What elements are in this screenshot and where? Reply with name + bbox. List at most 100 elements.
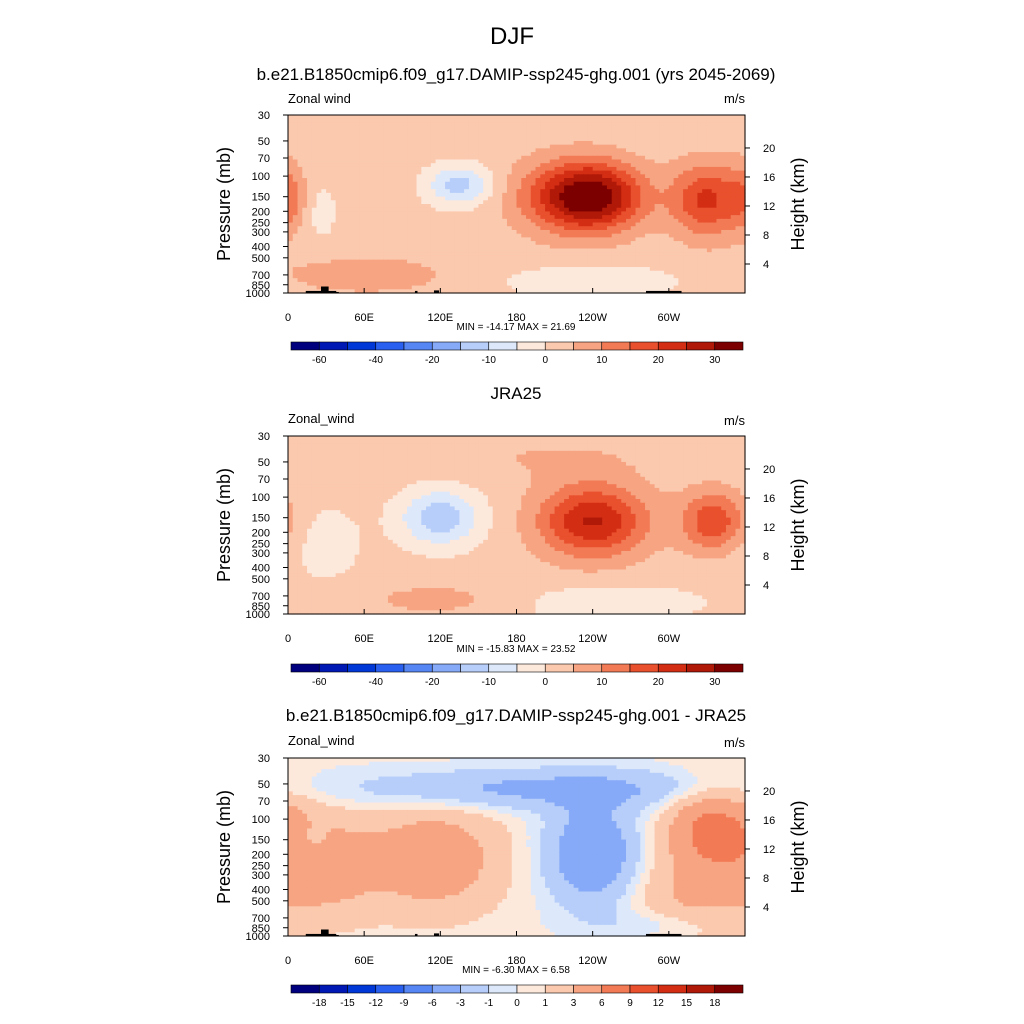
field-cell [507, 267, 512, 271]
field-cell [655, 237, 660, 241]
field-cell [555, 148, 560, 152]
field-cell [612, 234, 617, 238]
field-cell [612, 252, 617, 256]
field-cell [517, 145, 522, 149]
field-cell [726, 245, 731, 249]
field-cell [716, 278, 721, 282]
field-cell [336, 148, 341, 152]
field-cell [388, 174, 393, 178]
field-cell [412, 219, 417, 223]
field-cell [436, 241, 441, 245]
field-cell [312, 447, 317, 451]
field-cell [640, 256, 645, 260]
field-cell [731, 282, 736, 286]
field-cell [716, 252, 721, 256]
field-cell [621, 278, 626, 282]
field-cell [564, 274, 569, 278]
field-cell [445, 130, 450, 134]
field-cell [688, 226, 693, 230]
field-cell [531, 178, 536, 182]
field-cell [321, 145, 326, 149]
field-cell [555, 134, 560, 138]
field-cell [612, 178, 617, 182]
field-cell [321, 271, 326, 275]
field-cell [555, 215, 560, 219]
field-cell [397, 115, 402, 119]
field-cell [464, 185, 469, 189]
field-cell [383, 443, 388, 447]
field-cell [450, 145, 455, 149]
field-cell [636, 119, 641, 123]
field-cell [412, 282, 417, 286]
field-cell [588, 145, 593, 149]
field-cell [474, 245, 479, 249]
field-cell [445, 237, 450, 241]
field-cell [393, 215, 398, 219]
field-cell [716, 189, 721, 193]
field-cell [564, 204, 569, 208]
field-cell [716, 145, 721, 149]
field-cell [312, 252, 317, 256]
field-cell [564, 185, 569, 189]
field-cell [407, 237, 412, 241]
field-cell [436, 260, 441, 264]
field-cell [536, 215, 541, 219]
field-cell [688, 230, 693, 234]
field-cell [502, 200, 507, 204]
field-cell [317, 241, 322, 245]
field-cell [531, 141, 536, 145]
field-cell [702, 286, 707, 290]
field-cell [345, 145, 350, 149]
field-cell [364, 230, 369, 234]
field-cell [393, 115, 398, 119]
field-cell [607, 267, 612, 271]
field-cell [345, 115, 350, 119]
field-cell [402, 252, 407, 256]
field-cell [397, 440, 402, 444]
field-cell [493, 274, 498, 278]
field-cell [493, 237, 498, 241]
field-cell [288, 178, 293, 182]
field-cell [302, 126, 307, 130]
field-cell [302, 271, 307, 275]
field-cell [455, 141, 460, 145]
field-cell [569, 282, 574, 286]
field-cell [674, 185, 679, 189]
field-cell [555, 197, 560, 201]
field-cell [521, 271, 526, 275]
field-cell [545, 208, 550, 212]
field-cell [578, 241, 583, 245]
field-cell [721, 271, 726, 275]
field-cell [545, 171, 550, 175]
field-cell [412, 182, 417, 186]
field-cell [607, 152, 612, 156]
field-cell [602, 263, 607, 267]
field-cell [521, 215, 526, 219]
field-cell [550, 156, 555, 160]
field-cell [478, 237, 483, 241]
field-cell [593, 226, 598, 230]
field-cell [702, 245, 707, 249]
field-cell [317, 237, 322, 241]
field-cell [664, 200, 669, 204]
field-cell [621, 249, 626, 253]
field-cell [497, 156, 502, 160]
field-cell [450, 189, 455, 193]
field-cell [502, 174, 507, 178]
field-cell [364, 160, 369, 164]
field-cell [307, 126, 312, 130]
field-cell [436, 152, 441, 156]
field-cell [697, 245, 702, 249]
field-cell [331, 245, 336, 249]
field-cell [545, 282, 550, 286]
field-cell [683, 241, 688, 245]
field-cell [693, 145, 698, 149]
field-cell [507, 263, 512, 267]
field-cell [478, 263, 483, 267]
field-cell [497, 115, 502, 119]
field-cell [469, 278, 474, 282]
field-cell [583, 148, 588, 152]
field-cell [426, 215, 431, 219]
field-cell [455, 245, 460, 249]
field-cell [388, 274, 393, 278]
